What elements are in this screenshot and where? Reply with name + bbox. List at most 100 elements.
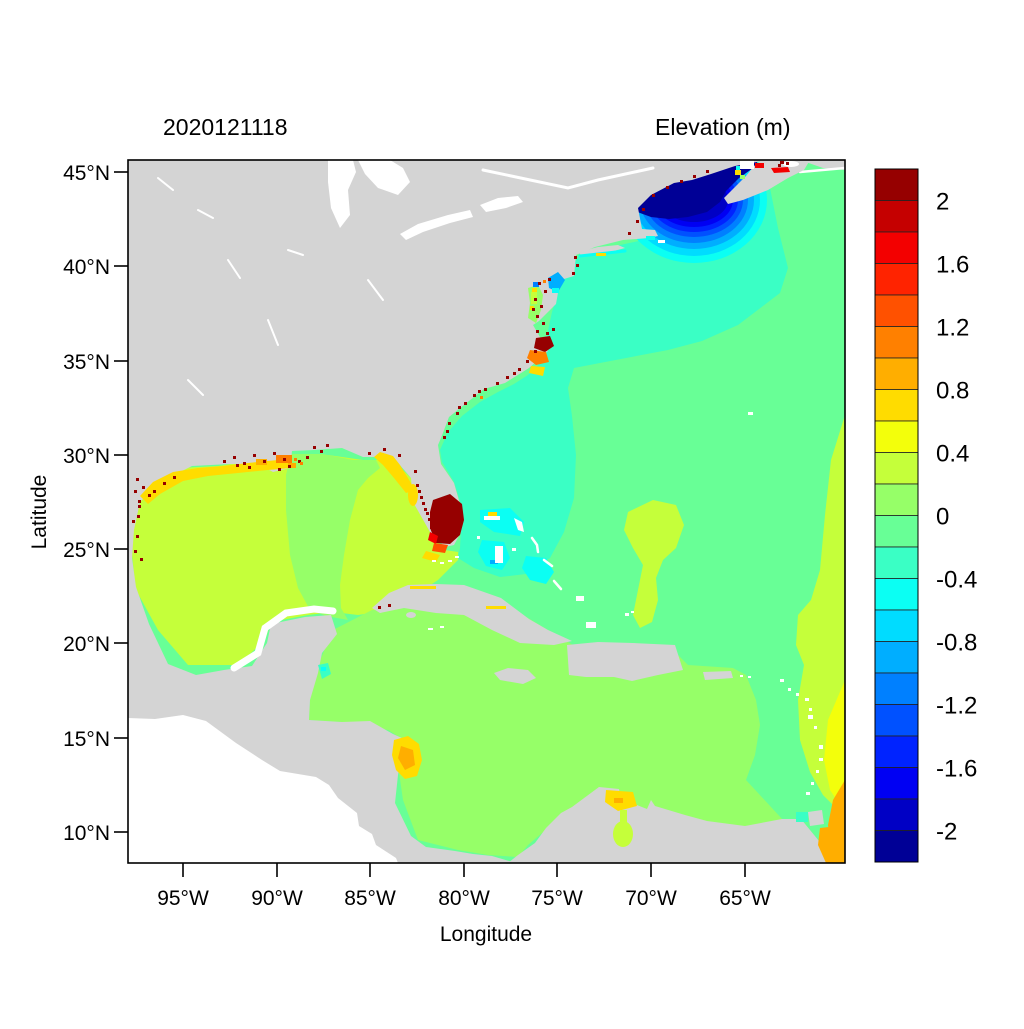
- wetdry-darkred: [278, 468, 281, 471]
- turks-white: [625, 611, 634, 616]
- wetdry-darkred: [506, 376, 509, 379]
- wetdry-darkred: [518, 368, 521, 371]
- fundy-darkred-speck: [780, 161, 784, 164]
- colorbar-segment: [874, 452, 919, 485]
- pamlico-darkred: [534, 336, 554, 352]
- li-sound-yellow-dash: [596, 253, 606, 256]
- wetdry-darkred: [273, 452, 276, 455]
- wetdry-darkred: [642, 208, 645, 211]
- bahamas-yellow-speck: [488, 512, 497, 517]
- nw-atlantic-teal: [440, 160, 788, 577]
- cuba-north-yellow-streak: [410, 586, 436, 589]
- wetdry-darkred: [418, 490, 421, 493]
- wetdry-darkred: [414, 470, 417, 473]
- wetdry-darkred: [288, 465, 291, 468]
- wetdry-darkred: [138, 500, 141, 503]
- wetdry-darkred: [430, 526, 433, 529]
- wetdry-darkred: [458, 406, 461, 409]
- colorbar-segment: [874, 200, 919, 233]
- colorbar-segment: [874, 231, 919, 264]
- wetdry-darkred: [223, 460, 226, 463]
- wetdry-darkred: [426, 512, 429, 515]
- wetdry-darkred: [326, 444, 329, 447]
- x-tick-label: 85°W: [344, 887, 396, 910]
- trinidad-corner-orange: [818, 826, 845, 863]
- big-bend-yellow: [374, 452, 415, 493]
- wetdry-darkred: [536, 330, 539, 333]
- land-south-america: [508, 787, 832, 863]
- fundy-head-white-gap: [740, 160, 754, 169]
- wetdry-darkred: [532, 308, 535, 311]
- colorbar-segment: [874, 609, 919, 642]
- colorbar-segment: [874, 578, 919, 611]
- y-tick-label: 40°N: [63, 256, 110, 279]
- wetdry-darkred: [153, 490, 156, 493]
- wetdry-darkred: [526, 360, 529, 363]
- wetdry-darkred: [420, 496, 423, 499]
- colorbar-segment: [874, 641, 919, 674]
- grand-bahama-white: [484, 516, 500, 520]
- wetdry-darkred: [572, 272, 575, 275]
- pamlico-orange: [527, 350, 549, 365]
- florida-bay-yellow: [422, 551, 440, 562]
- wetdry-darkred: [666, 186, 669, 189]
- x-axis-ticks: 95°W 90°W 85°W 80°W 75°W 70°W 65°W: [157, 863, 771, 910]
- wetdry-darkred: [163, 482, 166, 485]
- sargasso-yellowgreen-tongue: [624, 500, 684, 628]
- st-lawrence-river: [481, 166, 655, 190]
- wetdry-darkred: [448, 422, 451, 425]
- gulf-venezuela-orange: [614, 798, 623, 803]
- wetdry-darkred: [136, 478, 139, 481]
- cape-cod-cyan: [646, 236, 655, 240]
- colorbar-tick-label: 1.2: [936, 315, 969, 342]
- wetdry-darkred: [422, 502, 425, 505]
- colorbar-segment: [874, 389, 919, 422]
- wetdry-darkred: [680, 180, 683, 183]
- y-axis-ticks: 45°N 40°N 35°N 30°N 25°N 20°N 15°N 10°N: [63, 162, 128, 845]
- colorbar-segment: [874, 263, 919, 296]
- y-tick-label: 30°N: [63, 445, 110, 468]
- x-tick-label: 95°W: [157, 887, 209, 910]
- wetdry-darkred: [706, 170, 709, 173]
- x-axis-label: Longitude: [440, 923, 532, 946]
- wetdry-darkred: [636, 220, 639, 223]
- wetdry-darkred: [536, 315, 539, 318]
- plot-frame: [127, 159, 846, 864]
- y-tick-label: 45°N: [63, 162, 110, 185]
- wetdry-darkred: [142, 486, 145, 489]
- wetdry-darkred: [248, 466, 251, 469]
- colorbar-outline: [874, 168, 919, 863]
- wetdry-darkred: [546, 332, 549, 335]
- gulf-maine-core: [634, 160, 758, 219]
- wetdry-darkred: [428, 518, 431, 521]
- wetdry-darkred: [253, 454, 256, 457]
- wetdry-darkred: [540, 305, 543, 308]
- cabot-strait-white: [798, 166, 845, 174]
- wetdry-darkred: [542, 322, 545, 325]
- land-trinidad: [808, 810, 824, 826]
- colorbar-segment: [874, 546, 919, 579]
- wetdry-orange: [543, 280, 546, 283]
- wetdry-darkred: [137, 515, 140, 518]
- wetdry-darkred: [548, 278, 551, 281]
- x-tick-label: 75°W: [531, 887, 583, 910]
- chesapeake-yellow-1: [532, 288, 537, 292]
- wetdry-darkred: [473, 394, 476, 397]
- cayman-white: [428, 626, 444, 630]
- andros-white: [495, 546, 503, 563]
- abaco-white: [514, 518, 524, 532]
- bahamas-blue-dash: [490, 560, 498, 564]
- long-island-bahamas-white: [552, 579, 563, 591]
- land-isle-of-youth: [406, 612, 416, 618]
- x-tick-label: 90°W: [251, 887, 303, 910]
- fundy-green-patch: [740, 175, 745, 179]
- wetdry-darkred: [313, 446, 316, 449]
- wetdry-darkred: [416, 484, 419, 487]
- wetdry-orange: [300, 462, 303, 465]
- wetdry-darkred: [383, 448, 386, 451]
- colorbar-segment: [874, 798, 919, 831]
- wetdry-darkred: [134, 550, 137, 553]
- colorbar-tick-label: -1.6: [936, 756, 977, 783]
- wetdry-darkred: [538, 282, 541, 285]
